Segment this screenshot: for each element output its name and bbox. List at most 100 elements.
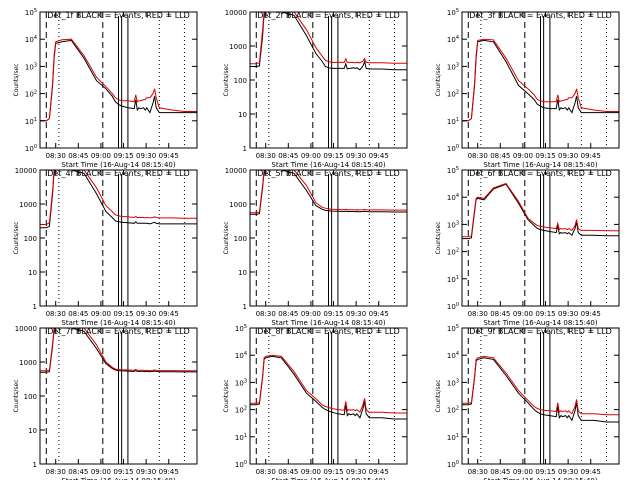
y-tick-label: 10 (28, 269, 37, 277)
x-axis-label: Start Time (16-Aug-14 08:15:40) (483, 319, 597, 327)
series-lld-line (462, 182, 619, 238)
x-tick-label: 09:30 (558, 468, 578, 476)
x-tick-label: 09:00 (513, 310, 533, 318)
y-axis-label: Counts/sec (435, 63, 442, 96)
x-axis-label: Start Time (16-Aug-14 08:15:40) (483, 161, 597, 169)
y-axis-label: Counts/sec (13, 63, 20, 96)
y-tick-label: 10 (238, 269, 247, 277)
series-events-line (250, 170, 407, 215)
y-tick-label: 105 (447, 8, 459, 17)
x-axis-label: Start Time (16-Aug-14 08:15:40) (61, 161, 175, 169)
y-tick-label: 100 (447, 144, 459, 153)
plot-frame (461, 11, 620, 149)
x-axis-label: Start Time (16-Aug-14 08:15:40) (271, 161, 385, 169)
y-tick-label: 100 (447, 302, 459, 311)
y-tick-label: 103 (447, 378, 459, 387)
y-tick-label: 10000 (15, 167, 37, 175)
y-tick-label: 101 (235, 433, 247, 442)
panel-2: 1 10 100 1000 10000 08:30 08:45 09:00 09:15 09:30… (223, 9, 408, 169)
x-axis-label: Start Time (16-Aug-14 08:15:40) (271, 319, 385, 327)
x-tick-label: 09:00 (301, 310, 321, 318)
x-tick-label: 09:30 (558, 310, 578, 318)
y-tick-label: 101 (25, 117, 37, 126)
marker-lines (255, 12, 395, 148)
x-tick-label: 08:45 (278, 468, 298, 476)
y-tick-label: 101 (447, 275, 459, 284)
y-tick-label: 1000 (229, 43, 247, 51)
y-axis-label: Counts/sec (13, 379, 20, 412)
panel-7: 1 10 100 1000 10000 08:30 08:45 09:00 09:15 09:30… (13, 325, 198, 480)
x-tick-label: 08:30 (256, 152, 276, 160)
panel-title: Det_7f BLACK = Events, RED = LLD (47, 327, 190, 336)
x-tick-label: 09:00 (91, 152, 111, 160)
x-tick-label: 08:30 (46, 468, 66, 476)
y-tick-label: 10 (238, 111, 247, 119)
y-tick-label: 100 (447, 460, 459, 469)
series-events-line (40, 328, 197, 373)
y-axis-label: Counts/sec (13, 221, 20, 254)
plot-frame (461, 327, 620, 465)
y-tick-label: 103 (447, 220, 459, 229)
x-tick-label: 09:45 (581, 468, 601, 476)
marker-lines (45, 12, 185, 148)
x-tick-label: 09:15 (323, 152, 343, 160)
x-tick-label: 09:00 (301, 468, 321, 476)
plot-frame (39, 11, 198, 149)
x-tick-label: 09:00 (513, 152, 533, 160)
x-tick-label: 09:15 (535, 310, 555, 318)
x-tick-label: 08:30 (46, 152, 66, 160)
x-tick-label: 09:00 (91, 310, 111, 318)
y-tick-label: 100 (24, 393, 37, 401)
y-tick-label: 103 (25, 62, 37, 71)
y-tick-label: 103 (235, 378, 247, 387)
x-tick-label: 08:45 (278, 310, 298, 318)
series-lld-line (40, 328, 197, 372)
y-tick-label: 10000 (225, 9, 247, 17)
y-tick-label: 100 (235, 460, 247, 469)
series-events-line (462, 357, 619, 423)
x-tick-label: 09:30 (558, 152, 578, 160)
plot-frame (461, 169, 620, 307)
y-tick-label: 100 (25, 144, 37, 153)
y-axis-label: Counts/sec (435, 221, 442, 254)
panel-title: Det_2f BLACK = Events, RED = LLD (257, 11, 400, 20)
x-tick-label: 09:30 (346, 152, 366, 160)
x-tick-label: 09:30 (136, 310, 156, 318)
y-tick-label: 101 (447, 117, 459, 126)
x-tick-label: 09:45 (369, 152, 389, 160)
x-tick-label: 09:30 (136, 468, 156, 476)
y-tick-label: 1 (33, 461, 37, 469)
panel-4: 1 10 100 1000 10000 08:30 08:45 09:00 09:15 09:30… (13, 167, 198, 327)
series-lld-line (250, 12, 407, 65)
x-tick-label: 08:30 (468, 152, 488, 160)
x-tick-label: 09:00 (301, 152, 321, 160)
y-tick-label: 104 (235, 351, 247, 360)
panel-title: Det_8f BLACK = Events, RED = LLD (257, 327, 400, 336)
y-tick-label: 102 (447, 406, 459, 415)
y-tick-label: 1000 (229, 201, 247, 209)
marker-lines (467, 328, 607, 464)
y-tick-label: 102 (447, 90, 459, 99)
x-tick-label: 08:45 (490, 152, 510, 160)
plot-frame (249, 327, 408, 465)
y-axis-label: Counts/sec (223, 379, 230, 412)
x-tick-label: 08:45 (68, 310, 88, 318)
x-tick-label: 09:30 (346, 310, 366, 318)
series-lld-line (462, 38, 619, 122)
y-tick-label: 104 (447, 193, 459, 202)
y-tick-label: 1000 (19, 359, 37, 367)
y-tick-label: 105 (25, 8, 37, 17)
x-tick-label: 09:45 (159, 310, 179, 318)
x-tick-label: 08:45 (68, 468, 88, 476)
y-tick-label: 101 (447, 433, 459, 442)
y-tick-label: 1 (33, 303, 37, 311)
y-axis-label: Counts/sec (223, 221, 230, 254)
series-events-line (462, 39, 619, 122)
panel-title: Det_9f BLACK = Events, RED = LLD (469, 327, 612, 336)
x-tick-label: 09:45 (581, 310, 601, 318)
marker-lines (45, 328, 185, 464)
